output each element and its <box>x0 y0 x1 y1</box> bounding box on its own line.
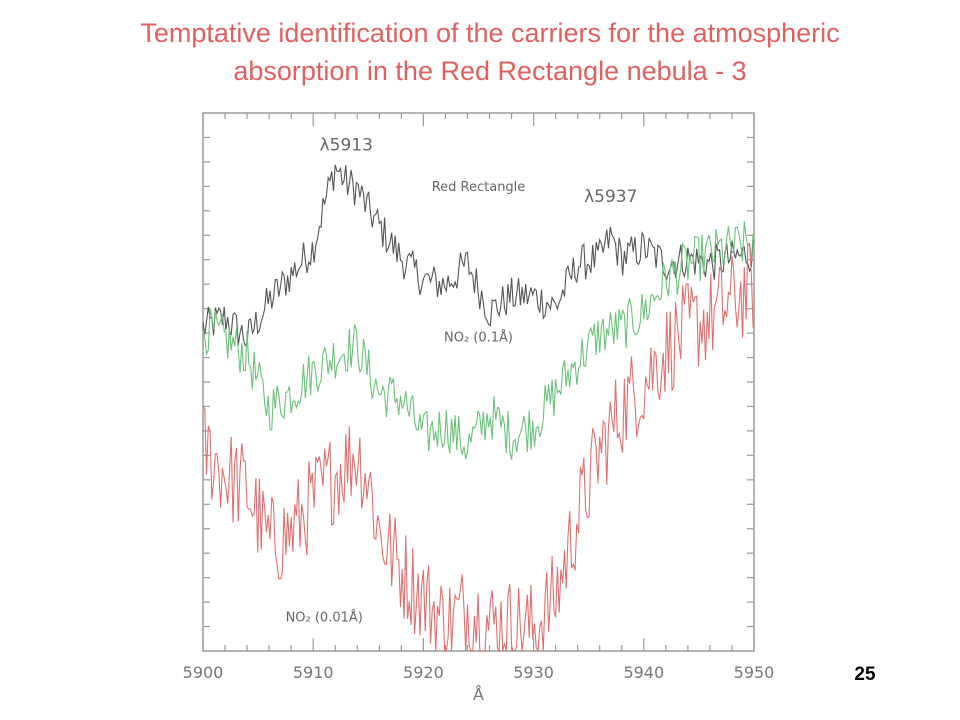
annotation-label: λ5913 <box>320 136 373 156</box>
slide-title-line-1: Temptative identification of the carrier… <box>140 18 840 48</box>
annotation-label: λ5937 <box>584 187 637 207</box>
annotation-label: NO₂ (0.1Å) <box>444 330 513 346</box>
x-axis-label: Å <box>473 685 484 704</box>
x-tick-label: 5940 <box>623 663 664 682</box>
plot-annotations: λ5913 λ5937 Red Rectangle NO₂ (0.1Å) NO₂ (0.… <box>286 136 638 626</box>
plot-frame <box>202 112 755 652</box>
slide-title-line-2: absorption in the Red Rectangle nebula -… <box>233 56 747 86</box>
x-tick-label: 5920 <box>403 663 444 682</box>
x-tick-labels: 5900 5910 5920 5930 5940 5950 <box>183 663 775 682</box>
annotation-label: NO₂ (0.01Å) <box>286 609 363 625</box>
series-line-3 <box>202 243 754 654</box>
x-tick-label: 5930 <box>513 663 554 682</box>
page-number: 25 <box>854 664 876 685</box>
series-line-2 <box>202 221 754 460</box>
x-tick-label: 5950 <box>734 663 775 682</box>
annotation-label: Red Rectangle <box>432 180 526 195</box>
x-tick-label: 5910 <box>293 663 334 682</box>
plot-series <box>202 164 754 654</box>
series-line-1 <box>202 164 754 347</box>
slide-title: Temptative identification of the carrier… <box>40 14 940 90</box>
x-tick-label: 5900 <box>183 663 224 682</box>
